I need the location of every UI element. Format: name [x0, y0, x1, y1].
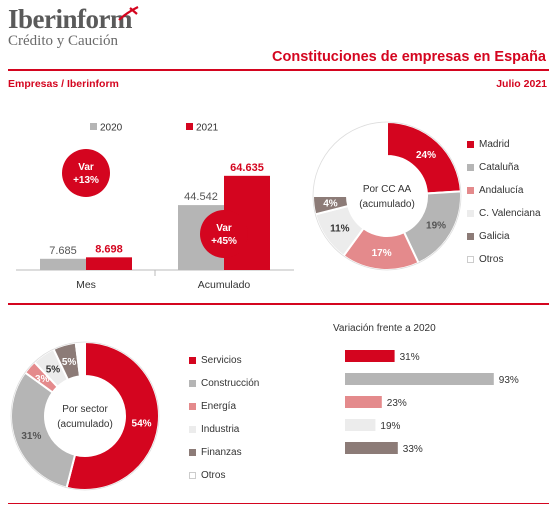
variation-bubble-Mes: [62, 149, 110, 197]
legend-label-Galicia: Galicia: [479, 231, 510, 242]
legend-item-Servicios: Servicios: [189, 349, 259, 372]
donut-center-line1: Por CC AA: [363, 184, 412, 195]
section-divider: [8, 303, 549, 305]
legend-item-Construcción: Construcción: [189, 372, 259, 395]
legend-label-Servicios: Servicios: [201, 355, 242, 366]
legend-swatch-Andalucía: [467, 187, 474, 194]
hbar-Energía: [345, 396, 382, 408]
legend-item-Industria: Industria: [189, 418, 259, 441]
slice-label-Industria: 5%: [46, 364, 61, 375]
legend-label-Finanzas: Finanzas: [201, 447, 242, 458]
legend-swatch-Madrid: [467, 141, 474, 148]
legend-swatch-Cataluña: [467, 164, 474, 171]
variation-label-line1-Mes: Var: [78, 162, 94, 173]
legend-label-Madrid: Madrid: [479, 139, 510, 150]
legend-label-Energía: Energía: [201, 401, 237, 412]
legend-swatch-Otros: [189, 472, 196, 479]
variation-label-line2-Mes: +13%: [73, 175, 99, 186]
legend-swatch-Industria: [189, 426, 196, 433]
slice-label-Galicia: 4%: [323, 199, 338, 210]
donut-outline: [10, 341, 160, 491]
legend-swatch-Otros: [467, 256, 474, 263]
slice-label-Servicios: 54%: [132, 419, 152, 430]
sector-donut-chart: 54%31%3%5%5%Por sector(acumulado): [10, 340, 160, 491]
hbar-label-Servicios: 31%: [400, 352, 420, 363]
x-tick-label-Mes: Mes: [76, 279, 96, 291]
hbar-label-Construcción: 93%: [499, 375, 519, 386]
region-legend: Madrid Cataluña Andalucía C. Valenciana Gali…: [467, 133, 541, 271]
slice-label-Madrid: 24%: [416, 150, 436, 161]
source-label: Empresas / Iberinform: [8, 78, 119, 90]
page-title: Constituciones de empresas en España: [272, 49, 546, 65]
hbar-label-Finanzas: 33%: [403, 444, 423, 455]
donut-center-line2: (acumulado): [57, 419, 113, 430]
bar-label-2020-Mes: 7.685: [49, 245, 77, 257]
legend-label-2021: 2021: [196, 123, 219, 134]
legend-swatch-Servicios: [189, 357, 196, 364]
legend-item-Cataluña: Cataluña: [467, 156, 541, 179]
slice-label-C. Valenciana: 11%: [330, 224, 350, 235]
legend-swatch-C. Valenciana: [467, 210, 474, 217]
region-donut-chart: 24% 19% 17% 11% 4% Por CC AA (acumulado): [311, 120, 462, 271]
legend-label-Cataluña: Cataluña: [479, 162, 520, 173]
slice-label-Finanzas: 5%: [62, 357, 77, 368]
hbar-Servicios: [345, 350, 395, 362]
legend-item-C. Valenciana: C. Valenciana: [467, 202, 541, 225]
slice-label-Cataluña: 19%: [426, 221, 446, 232]
bar-2021-Mes: [86, 257, 132, 270]
variation-label-line2-Acumulado: +45%: [211, 236, 237, 247]
logo-tagline: Crédito y Caución: [8, 33, 118, 49]
slice-label-Construcción: 31%: [21, 431, 41, 442]
legend-item-Finanzas: Finanzas: [189, 441, 259, 464]
logo-swoosh-icon: [118, 6, 139, 21]
legend-swatch-Construcción: [189, 380, 196, 387]
variation-chart-title: Variación frente a 2020: [333, 323, 436, 334]
x-tick-label-Acumulado: Acumulado: [198, 279, 251, 291]
legend-swatch-Galicia: [467, 233, 474, 240]
donut-center-line1: Por sector: [62, 404, 108, 415]
hbar-Construcción: [345, 373, 494, 385]
legend-swatch-2021: [186, 123, 193, 130]
legend-item-Otros: Otros: [189, 464, 259, 487]
bar-label-2020-Acumulado: 44.542: [184, 191, 218, 203]
legend-item-Galicia: Galicia: [467, 225, 541, 248]
sector-legend: Servicios Construcción Energía Industria Fin…: [189, 349, 259, 487]
legend-label-2020: 2020: [100, 123, 123, 134]
bar-label-2021-Mes: 8.698: [95, 243, 123, 255]
header-divider: [8, 69, 549, 71]
legend-label-C. Valenciana: C. Valenciana: [479, 208, 541, 219]
legend-label-Otros: Otros: [201, 470, 226, 481]
slice-label-Andalucía: 17%: [372, 248, 392, 259]
bar-label-2021-Acumulado: 64.635: [230, 162, 264, 174]
footer-divider: [8, 503, 549, 504]
date-label: Julio 2021: [496, 78, 547, 90]
legend-label-Otros: Otros: [479, 254, 504, 265]
legend-item-Otros: Otros: [467, 248, 541, 271]
legend-item-Energía: Energía: [189, 395, 259, 418]
variation-bar-chart: 31% 93% 23% 19% 33%: [345, 350, 519, 455]
hbar-label-Industria: 19%: [380, 421, 400, 432]
hbar-Finanzas: [345, 442, 398, 454]
legend-label-Construcción: Construcción: [201, 378, 260, 389]
donut-center-line2: (acumulado): [359, 199, 415, 210]
slice-label-Energía: 3%: [35, 374, 50, 385]
legend-item-Madrid: Madrid: [467, 133, 541, 156]
logo-wordmark: Iberinform: [8, 4, 132, 34]
variation-label-line1-Acumulado: Var: [216, 223, 232, 234]
legend-swatch-Finanzas: [189, 449, 196, 456]
legend-swatch-Energía: [189, 403, 196, 410]
legend-swatch-2020: [90, 123, 97, 130]
legend-label-Industria: Industria: [201, 424, 240, 435]
hbar-label-Energía: 23%: [387, 398, 407, 409]
company-count-bar-chart: 2020 2021 7.685 8.698 Mes 44.542 64.635 Acumula…: [16, 123, 294, 291]
variation-bubble-Acumulado: [200, 210, 248, 258]
hbar-Industria: [345, 419, 376, 431]
legend-item-Andalucía: Andalucía: [467, 179, 541, 202]
legend-label-Andalucía: Andalucía: [479, 185, 524, 196]
donut-outline: [312, 121, 462, 271]
bar-2020-Mes: [40, 258, 86, 270]
